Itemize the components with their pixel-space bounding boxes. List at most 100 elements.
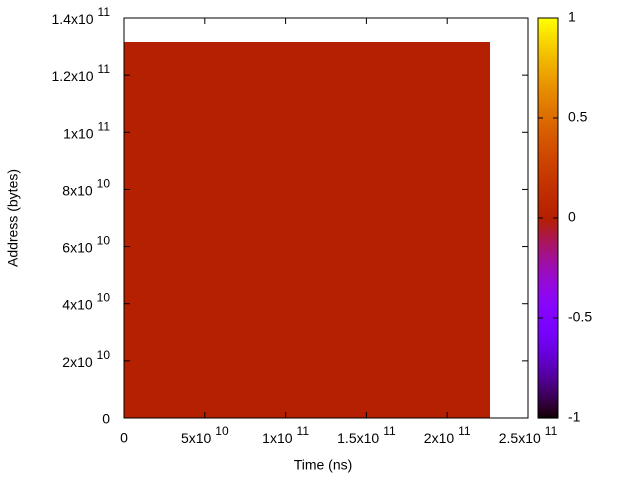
colorbar-step — [538, 92, 558, 95]
x-tick-label: 5x10 10 — [181, 424, 229, 446]
colorbar-step — [538, 388, 558, 391]
y-tick-label: 1x10 11 — [63, 119, 110, 141]
colorbar-step — [538, 352, 558, 355]
colorbar-step — [538, 402, 558, 405]
colorbar-step — [538, 22, 558, 25]
colorbar-step — [538, 66, 558, 69]
colorbar-step — [538, 340, 558, 343]
colorbar-step — [538, 280, 558, 283]
colorbar-step — [538, 168, 558, 171]
colorbar-step — [538, 262, 558, 265]
colorbar-step — [538, 316, 558, 319]
colorbar-step — [538, 124, 558, 127]
colorbar-step — [538, 346, 558, 349]
colorbar-step — [538, 358, 558, 361]
colorbar-step — [538, 344, 558, 347]
colorbar-step — [538, 362, 558, 365]
colorbar-step — [538, 42, 558, 45]
y-tick-label-exponent: 11 — [98, 62, 111, 76]
colorbar-step — [538, 188, 558, 191]
colorbar-step — [538, 200, 558, 203]
colorbar-step — [538, 32, 558, 35]
colorbar-step — [538, 306, 558, 309]
colorbar-step — [538, 294, 558, 297]
y-tick-label-base: 1x10 — [63, 125, 94, 141]
y-tick-label-exponent: 10 — [97, 177, 111, 191]
colorbar-step — [538, 26, 558, 29]
colorbar-step — [538, 386, 558, 389]
colorbar-step — [538, 30, 558, 33]
colorbar-step — [538, 396, 558, 399]
colorbar-step — [538, 214, 558, 217]
colorbar-step — [538, 412, 558, 415]
colorbar-step — [538, 406, 558, 409]
colorbar-step — [538, 18, 558, 21]
colorbar-step — [538, 20, 558, 23]
colorbar-step — [538, 76, 558, 79]
colorbar-step — [538, 178, 558, 181]
colorbar-step — [538, 330, 558, 333]
colorbar-step — [538, 118, 558, 121]
colorbar-step — [538, 138, 558, 141]
colorbar-step — [538, 180, 558, 183]
colorbar-step — [538, 348, 558, 351]
colorbar-step — [538, 82, 558, 85]
colorbar-step — [538, 94, 558, 97]
colorbar-step — [538, 264, 558, 267]
colorbar-tick-label: 1 — [568, 9, 576, 25]
x-tick-label: 0 — [120, 430, 128, 446]
colorbar-step — [538, 374, 558, 377]
heatmap-cell — [124, 42, 491, 418]
colorbar-step — [538, 132, 558, 135]
colorbar-step — [538, 104, 558, 107]
y-tick-label: 0 — [102, 411, 110, 427]
colorbar-step — [538, 154, 558, 157]
colorbar-step — [538, 232, 558, 235]
colorbar-step — [538, 266, 558, 269]
colorbar-step — [538, 410, 558, 413]
colorbar-step — [538, 46, 558, 49]
colorbar-step — [538, 130, 558, 133]
colorbar-step — [538, 242, 558, 245]
colorbar-step — [538, 134, 558, 137]
colorbar-step — [538, 68, 558, 71]
colorbar-step — [538, 408, 558, 411]
colorbar-step — [538, 36, 558, 39]
colorbar-step — [538, 28, 558, 31]
colorbar-step — [538, 224, 558, 227]
colorbar-step — [538, 290, 558, 293]
y-tick-label-exponent: 11 — [98, 5, 111, 19]
colorbar-step — [538, 176, 558, 179]
colorbar-step — [538, 230, 558, 233]
colorbar-step — [538, 152, 558, 155]
colorbar-step — [538, 336, 558, 339]
colorbar-step — [538, 116, 558, 119]
colorbar-step — [538, 260, 558, 263]
colorbar-step — [538, 354, 558, 357]
colorbar-step — [538, 106, 558, 109]
colorbar-step — [538, 372, 558, 375]
colorbar-step — [538, 164, 558, 167]
colorbar-step — [538, 234, 558, 237]
y-tick-label-exponent: 11 — [98, 119, 111, 133]
x-tick-label: 2x10 11 — [424, 424, 471, 446]
x-tick-label-base: 2.5x10 — [499, 430, 541, 446]
colorbar-step — [538, 240, 558, 243]
x-tick-label-exponent: 11 — [297, 424, 310, 438]
colorbar-step — [538, 56, 558, 59]
colorbar-step — [538, 64, 558, 67]
x-tick-label-exponent: 10 — [215, 424, 229, 438]
colorbar-step — [538, 268, 558, 271]
colorbar-step — [538, 244, 558, 247]
colorbar-step — [538, 400, 558, 403]
colorbar-step — [538, 186, 558, 189]
colorbar-step — [538, 398, 558, 401]
colorbar-step — [538, 202, 558, 205]
colorbar-step — [538, 338, 558, 341]
colorbar-step — [538, 62, 558, 65]
colorbar-step — [538, 24, 558, 27]
y-tick-label: 4x10 10 — [62, 291, 110, 313]
colorbar-step — [538, 414, 558, 417]
y-tick-label: 8x10 10 — [62, 177, 110, 199]
